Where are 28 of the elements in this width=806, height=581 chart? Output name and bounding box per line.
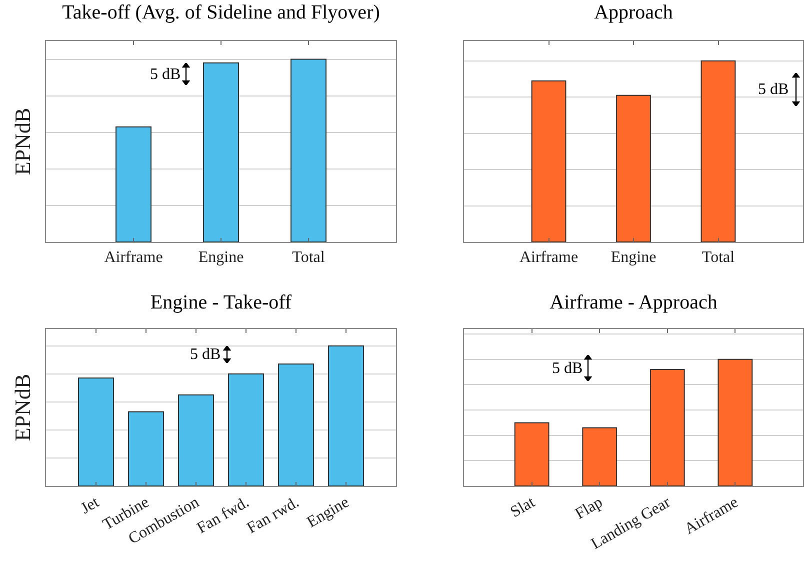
annotation: 5 dB bbox=[552, 360, 583, 377]
x-tick-label: Airframe bbox=[104, 249, 163, 266]
x-tick-label: Engine bbox=[198, 249, 244, 266]
annotation: 5 dB bbox=[150, 66, 181, 83]
chart-title: Engine - Take-off bbox=[150, 291, 292, 314]
bar bbox=[328, 345, 364, 486]
chart-title: Airframe - Approach bbox=[550, 291, 718, 314]
annotation: 5 dB bbox=[190, 346, 221, 363]
bar bbox=[514, 422, 550, 486]
x-tick-label: Total bbox=[292, 249, 326, 266]
bar bbox=[178, 394, 214, 486]
x-tick-label: Jet bbox=[78, 494, 102, 518]
bar bbox=[718, 358, 753, 486]
bar bbox=[128, 411, 164, 486]
chart-title: Approach bbox=[594, 1, 673, 24]
y-axis-title: EPNdB bbox=[10, 374, 35, 442]
bar bbox=[650, 369, 685, 486]
annotation: 5 dB bbox=[758, 81, 789, 98]
x-tick-label: Total bbox=[702, 249, 736, 266]
bar bbox=[78, 378, 114, 486]
y-axis-title: EPNdB bbox=[10, 108, 35, 176]
chart-title: Take-off (Avg. of Sideline and Flyover) bbox=[62, 1, 380, 24]
x-tick-label: Engine bbox=[610, 249, 656, 266]
x-tick-label: Airframe bbox=[519, 249, 578, 266]
bar bbox=[228, 373, 264, 486]
bar bbox=[582, 427, 618, 486]
x-tick-label: Slat bbox=[508, 494, 538, 522]
bar bbox=[278, 364, 314, 486]
